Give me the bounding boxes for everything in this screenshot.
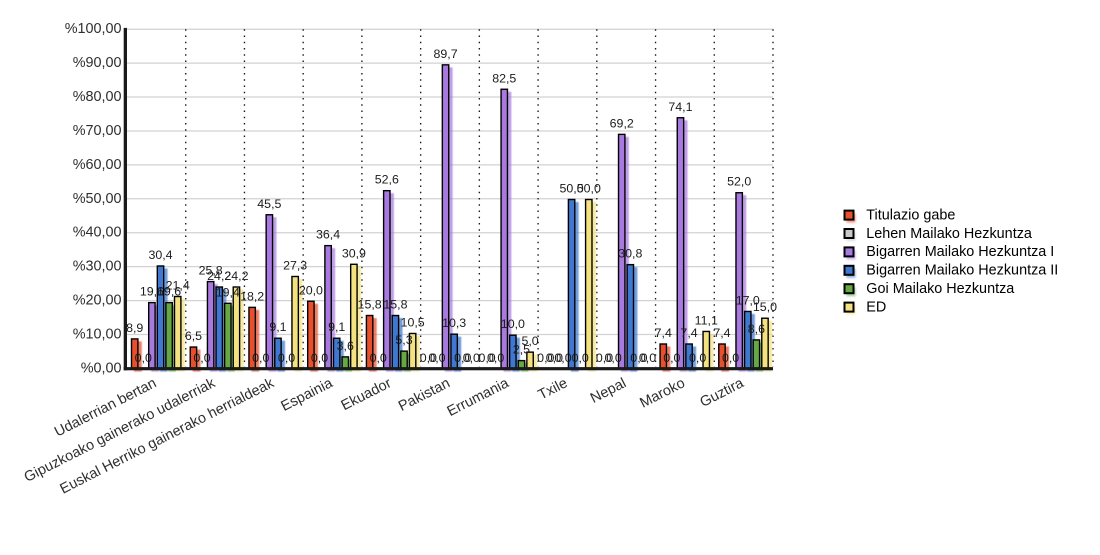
svg-text:10,5: 10,5 [401, 315, 425, 329]
svg-text:45,5: 45,5 [257, 197, 281, 211]
svg-text:8,9: 8,9 [126, 321, 143, 335]
svg-text:Goi Mailako Hezkuntza: Goi Mailako Hezkuntza [866, 281, 1014, 297]
svg-text:0,0: 0,0 [463, 351, 480, 365]
svg-text:15,8: 15,8 [358, 298, 382, 312]
svg-text:3,6: 3,6 [337, 339, 354, 353]
svg-text:74,1: 74,1 [668, 100, 692, 114]
svg-text:10,0: 10,0 [501, 317, 525, 331]
svg-text:0,0: 0,0 [596, 351, 613, 365]
svg-text:5,3: 5,3 [395, 333, 412, 347]
svg-text:6,5: 6,5 [185, 329, 202, 343]
svg-text:0,0: 0,0 [478, 351, 495, 365]
svg-text:11,1: 11,1 [695, 313, 718, 327]
svg-text:%80,00: %80,00 [73, 89, 122, 105]
svg-text:89,7: 89,7 [433, 47, 457, 61]
svg-text:2,5: 2,5 [513, 343, 530, 357]
svg-text:0,0: 0,0 [428, 351, 445, 365]
svg-text:0,0: 0,0 [420, 351, 437, 365]
svg-text:0,0: 0,0 [311, 351, 328, 365]
svg-text:0,0: 0,0 [135, 351, 152, 365]
svg-text:0,0: 0,0 [193, 351, 210, 365]
svg-text:27,3: 27,3 [283, 259, 307, 273]
svg-text:0,0: 0,0 [370, 351, 387, 365]
svg-text:%10,00: %10,00 [73, 327, 122, 343]
svg-text:5,0: 5,0 [521, 334, 538, 348]
svg-text:9,1: 9,1 [269, 320, 286, 334]
svg-text:0,0: 0,0 [630, 351, 647, 365]
svg-text:36,4: 36,4 [316, 228, 340, 242]
svg-text:0,0: 0,0 [537, 351, 554, 365]
svg-text:%40,00: %40,00 [73, 225, 122, 241]
svg-text:0,0: 0,0 [663, 351, 680, 365]
svg-text:0,0: 0,0 [605, 351, 622, 365]
svg-text:30,9: 30,9 [342, 246, 366, 260]
svg-text:69,2: 69,2 [610, 116, 634, 130]
svg-text:18,2: 18,2 [240, 289, 264, 303]
svg-text:ED: ED [866, 299, 886, 315]
svg-text:19,6: 19,6 [157, 285, 181, 299]
svg-text:17,0: 17,0 [736, 293, 760, 307]
svg-text:Titulazio gabe: Titulazio gabe [866, 207, 955, 223]
svg-text:24,2: 24,2 [224, 269, 248, 283]
svg-text:50,0: 50,0 [560, 182, 584, 196]
svg-text:15,0: 15,0 [753, 300, 777, 314]
svg-text:%30,00: %30,00 [73, 259, 122, 275]
svg-text:24,2: 24,2 [207, 269, 231, 283]
svg-text:25,8: 25,8 [199, 264, 223, 278]
svg-text:Bigarren Mailako Hezkuntza I: Bigarren Mailako Hezkuntza I [866, 244, 1054, 260]
svg-text:15,8: 15,8 [383, 298, 407, 312]
svg-text:0,0: 0,0 [252, 351, 269, 365]
svg-text:0,0: 0,0 [554, 351, 571, 365]
svg-text:0,0: 0,0 [278, 351, 295, 365]
svg-text:52,0: 52,0 [727, 175, 751, 189]
svg-text:%70,00: %70,00 [73, 123, 122, 139]
svg-text:%50,00: %50,00 [73, 191, 122, 207]
svg-text:7,4: 7,4 [680, 326, 697, 340]
svg-text:0,0: 0,0 [546, 351, 563, 365]
svg-text:10,3: 10,3 [442, 316, 466, 330]
svg-text:30,4: 30,4 [148, 248, 172, 262]
svg-text:%90,00: %90,00 [73, 55, 122, 71]
svg-text:0,0: 0,0 [572, 351, 589, 365]
svg-text:50,0: 50,0 [577, 182, 601, 196]
svg-text:%20,00: %20,00 [73, 293, 122, 309]
svg-text:52,6: 52,6 [375, 173, 399, 187]
svg-text:7,4: 7,4 [655, 326, 672, 340]
svg-text:8,6: 8,6 [748, 322, 765, 336]
svg-text:19,4: 19,4 [216, 285, 240, 299]
svg-text:19,6: 19,6 [140, 285, 164, 299]
svg-text:%60,00: %60,00 [73, 157, 122, 173]
svg-text:0,0: 0,0 [487, 351, 504, 365]
svg-text:30,8: 30,8 [618, 247, 642, 261]
svg-text:0,0: 0,0 [689, 351, 706, 365]
svg-text:9,1: 9,1 [328, 320, 345, 334]
svg-text:7,4: 7,4 [713, 326, 730, 340]
svg-text:%0,00: %0,00 [81, 360, 122, 376]
svg-text:0,0: 0,0 [454, 351, 471, 365]
svg-text:Lehen Mailako Hezkuntza: Lehen Mailako Hezkuntza [866, 226, 1032, 242]
svg-text:20,0: 20,0 [299, 283, 323, 297]
svg-text:21,4: 21,4 [166, 279, 190, 293]
svg-text:82,5: 82,5 [492, 71, 516, 85]
svg-text:0,0: 0,0 [639, 351, 656, 365]
svg-text:0,0: 0,0 [722, 351, 739, 365]
svg-text:%100,00: %100,00 [65, 21, 122, 37]
svg-text:Bigarren Mailako Hezkuntza II: Bigarren Mailako Hezkuntza II [866, 263, 1058, 279]
